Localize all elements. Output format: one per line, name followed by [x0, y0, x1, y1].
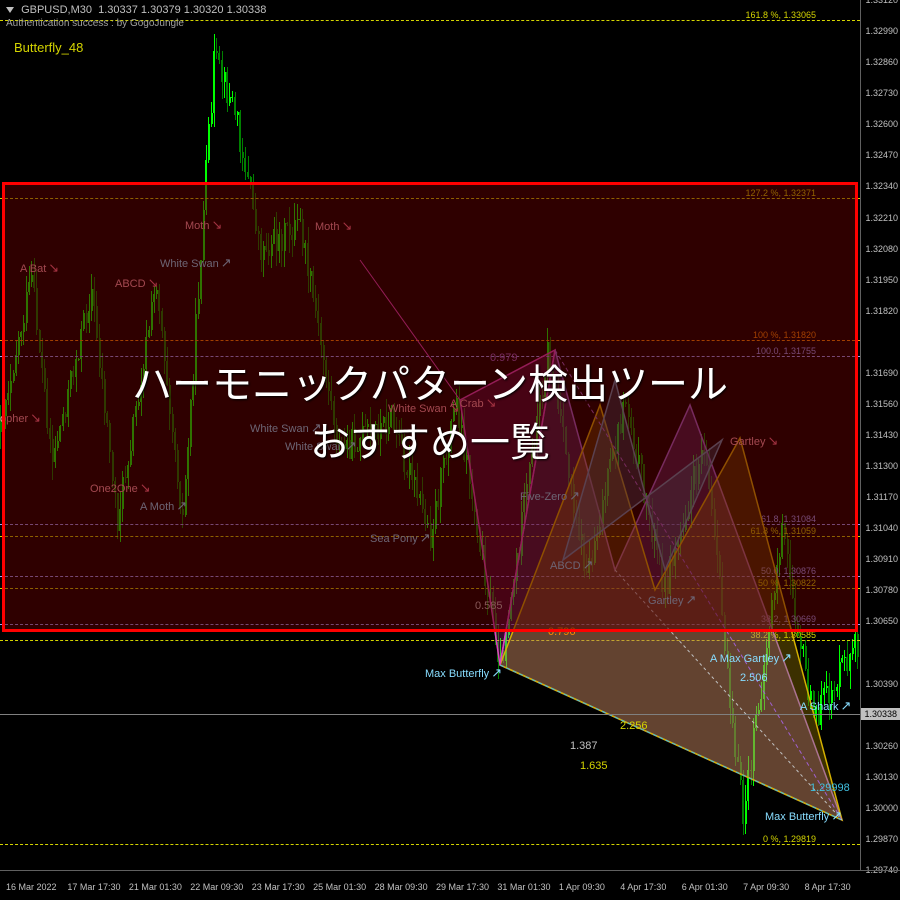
title-overlay-text: ハーモニックパターン検出ツール おすすめ一覧 [0, 352, 860, 468]
pattern-label: A Max Gartley↗ [710, 650, 792, 666]
ratio-label: 2.256 [620, 720, 648, 732]
x-axis-label: 21 Mar 01:30 [129, 882, 182, 892]
x-axis-label: 16 Mar 2022 [6, 882, 57, 892]
bid-line [0, 714, 860, 715]
x-axis-label: 23 Mar 17:30 [252, 882, 305, 892]
x-axis-label: 31 Mar 01:30 [497, 882, 550, 892]
arrow-up-icon: ↗ [841, 698, 852, 714]
y-axis-label: 1.30000 [865, 803, 898, 813]
y-axis-label: 1.32600 [865, 119, 898, 129]
x-axis-label: 7 Apr 09:30 [743, 882, 789, 892]
x-axis-label: 29 Mar 17:30 [436, 882, 489, 892]
overlay-line2: おすすめ一覧 [0, 410, 860, 468]
arrow-up-icon: ↗ [491, 665, 502, 681]
y-axis-label: 1.32990 [865, 26, 898, 36]
y-axis-label: 1.31820 [865, 306, 898, 316]
ratio-label: 1.635 [580, 760, 608, 772]
chart-header: GBPUSD,M30 1.30337 1.30379 1.30320 1.303… [6, 4, 266, 16]
y-axis-label: 1.31950 [865, 275, 898, 285]
ohlc-label: 1.30337 1.30379 1.30320 1.30338 [98, 4, 266, 16]
overlay-line1: ハーモニックパターン検出ツール [0, 352, 860, 410]
y-axis-label: 1.30260 [865, 741, 898, 751]
y-axis-label: 1.30910 [865, 554, 898, 564]
y-axis-label: 1.32860 [865, 57, 898, 67]
y-axis-label: 1.31430 [865, 430, 898, 440]
pattern-label: A Shark↗ [800, 698, 851, 714]
x-axis-label: 25 Mar 01:30 [313, 882, 366, 892]
arrow-up-icon: ↗ [781, 650, 792, 666]
indicator-name: Butterfly_48 [14, 40, 83, 55]
bid-label: 1.30338 [861, 708, 900, 720]
dropdown-icon[interactable] [6, 7, 14, 13]
x-axis-label: 8 Apr 17:30 [805, 882, 851, 892]
x-axis-label: 22 Mar 09:30 [190, 882, 243, 892]
x-axis-label: 17 Mar 17:30 [67, 882, 120, 892]
x-axis-label: 28 Mar 09:30 [375, 882, 428, 892]
y-axis-label: 1.30130 [865, 772, 898, 782]
pattern-label: Max Butterfly↗ [765, 808, 842, 824]
y-axis-label: 1.30650 [865, 616, 898, 626]
y-axis-label: 1.32730 [865, 88, 898, 98]
y-axis-label: 1.32470 [865, 150, 898, 160]
y-axis-label: 1.30390 [865, 679, 898, 689]
x-axis-label: 4 Apr 17:30 [620, 882, 666, 892]
y-axis-label: 1.32080 [865, 244, 898, 254]
y-axis-label: 1.31300 [865, 461, 898, 471]
ratio-label: 1.29998 [810, 782, 850, 794]
auth-line: Authentication success : by GogoJungle [6, 18, 184, 29]
y-axis-label: 1.31040 [865, 523, 898, 533]
y-axis-label: 1.32340 [865, 181, 898, 191]
y-axis-label: 1.31560 [865, 399, 898, 409]
y-axis-label: 1.33120 [865, 0, 898, 5]
pattern-label: Max Butterfly↗ [425, 665, 502, 681]
ratio-label: 2.506 [740, 672, 768, 684]
arrow-up-icon: ↗ [831, 808, 842, 824]
chart-area[interactable]: 161.8 %, 1.33065127.2 %, 1.32371100 %, 1… [0, 0, 860, 870]
y-axis: 1.33120 1.32990 1.32860 1.32730 1.32600 1.324… [860, 0, 900, 870]
y-axis-label: 1.31170 [866, 492, 898, 502]
y-axis-label: 1.32210 [865, 213, 898, 223]
x-axis-label: 6 Apr 01:30 [682, 882, 728, 892]
y-axis-label: 1.30780 [865, 585, 898, 595]
y-axis-label: 1.31690 [865, 368, 898, 378]
y-axis-label: 1.29870 [865, 834, 898, 844]
x-axis-label: 1 Apr 09:30 [559, 882, 605, 892]
x-axis: 16 Mar 2022 17 Mar 17:30 21 Mar 01:30 22 Ma… [0, 870, 900, 900]
ratio-label: 1.387 [570, 740, 598, 752]
symbol-label: GBPUSD,M30 [21, 4, 92, 16]
